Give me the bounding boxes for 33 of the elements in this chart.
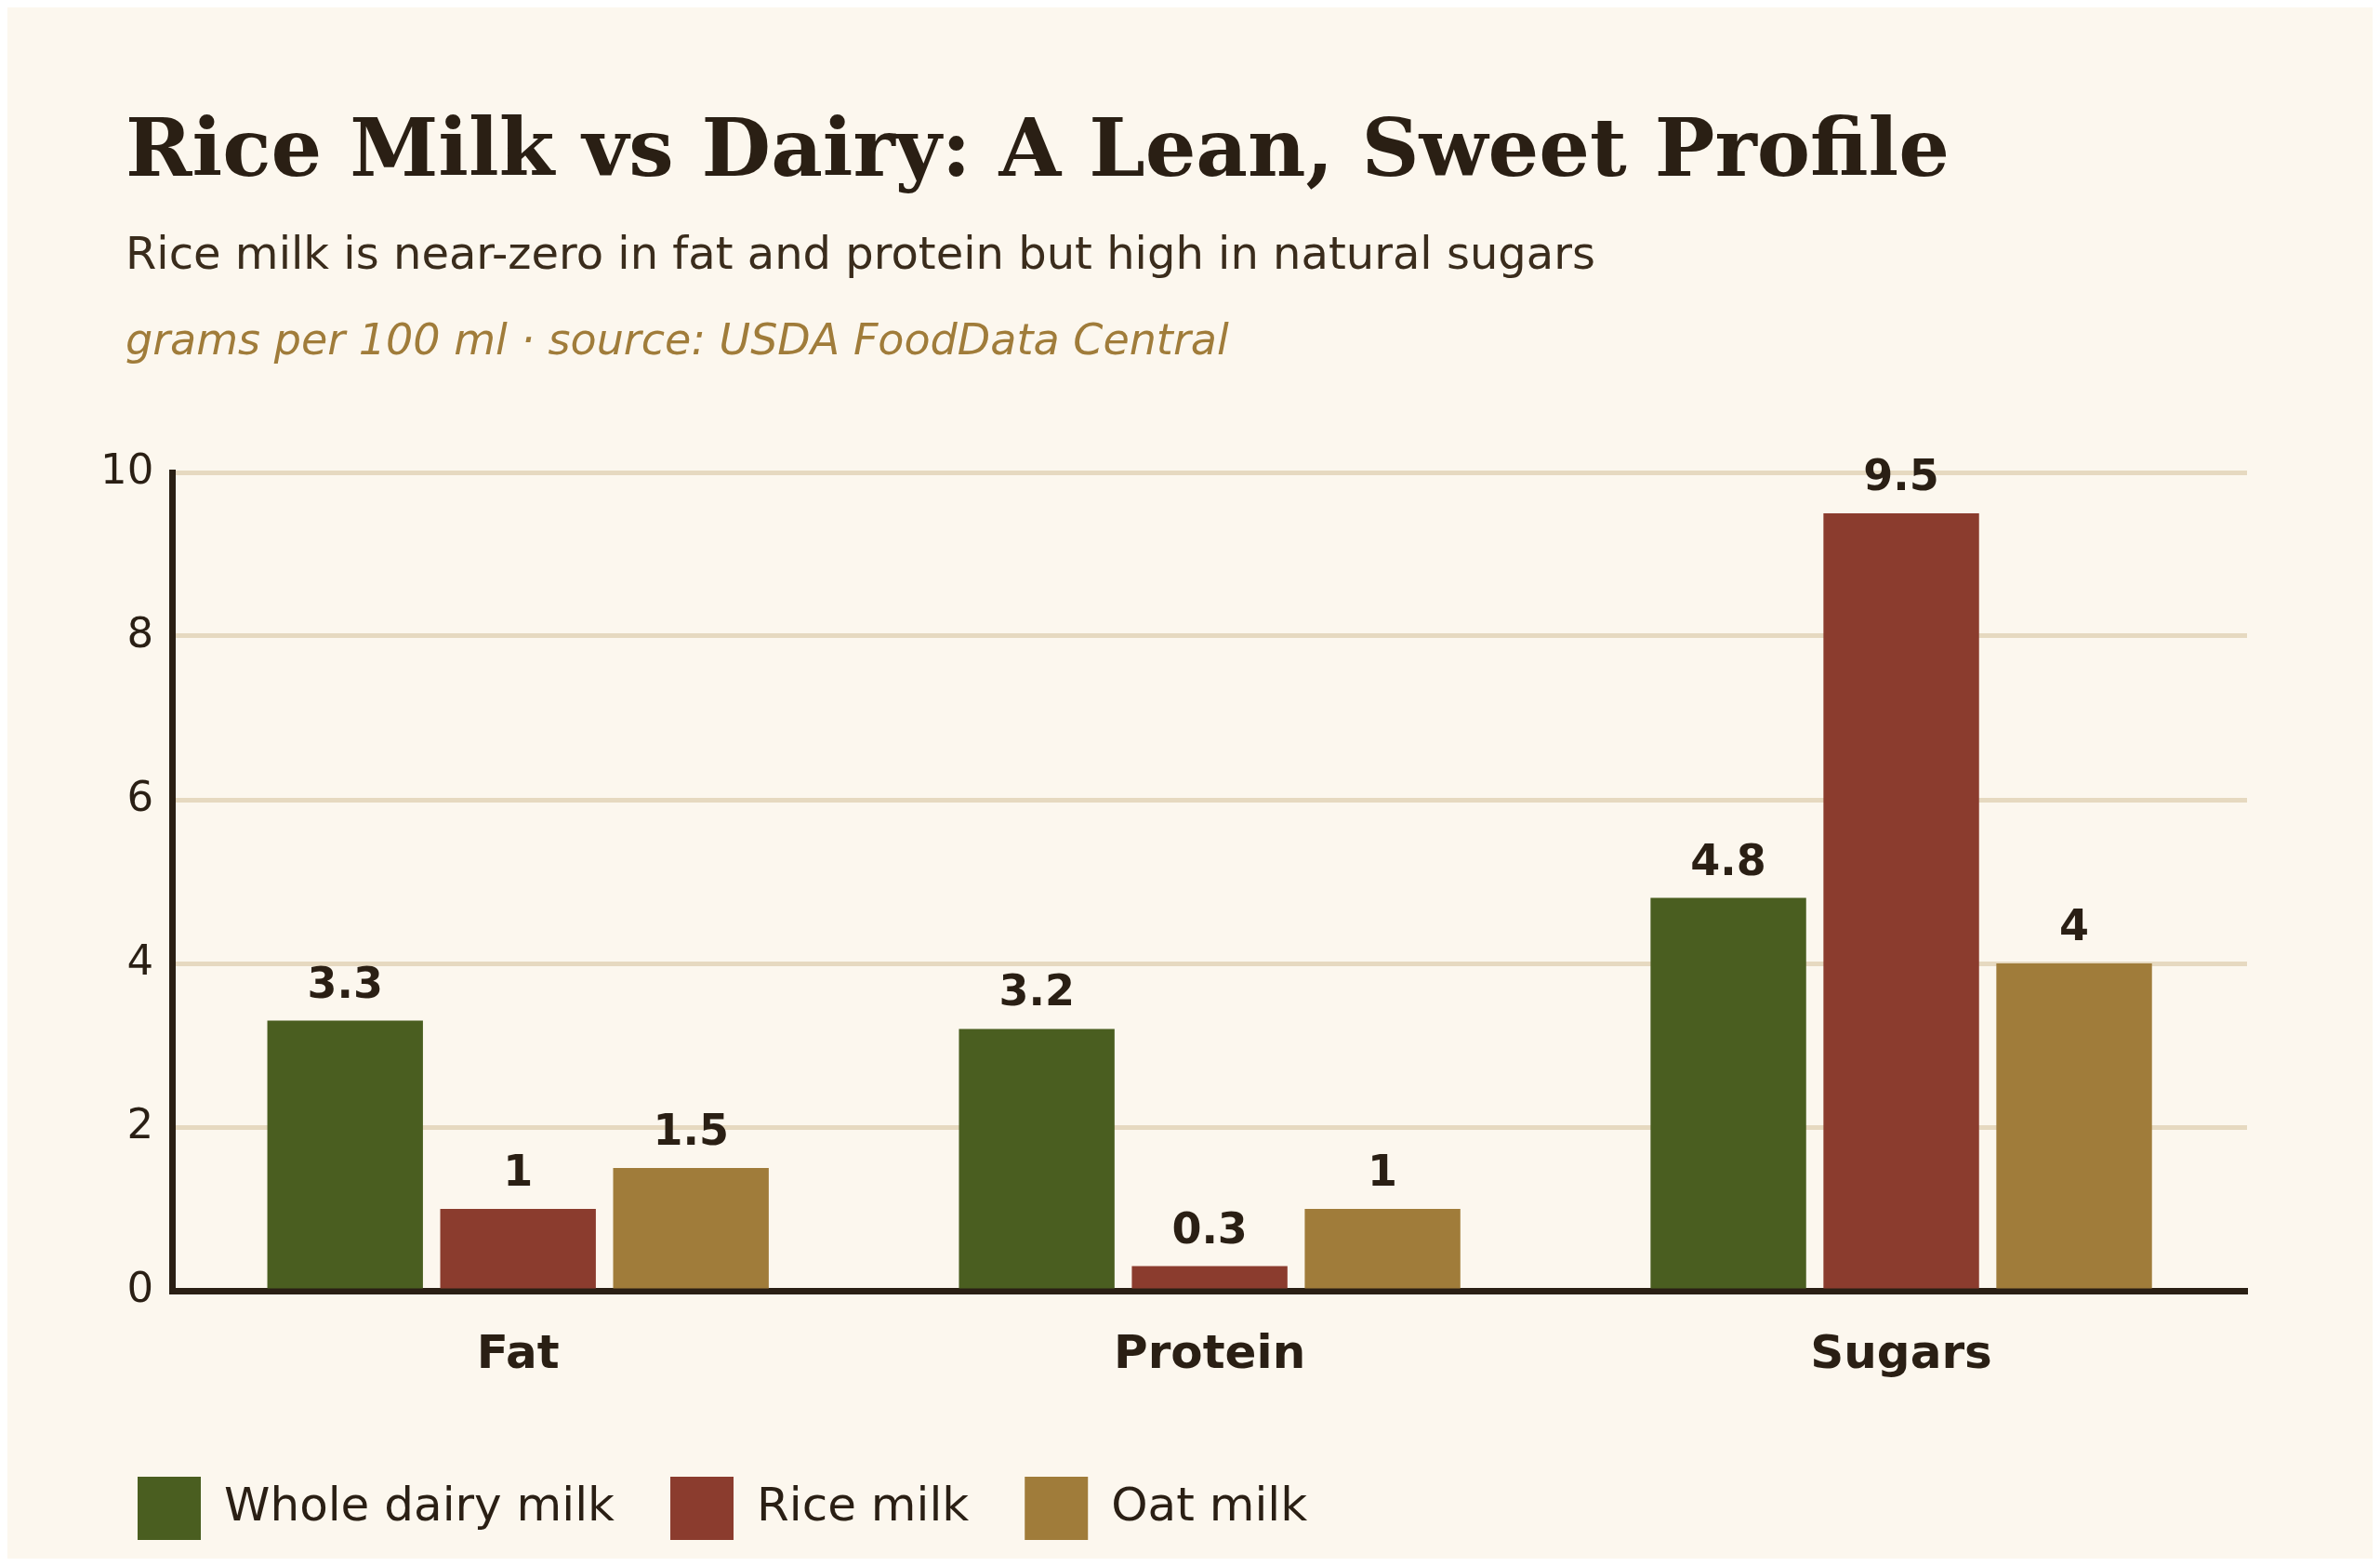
bar (267, 1020, 423, 1289)
data-label: 4 (2059, 899, 2090, 950)
x-tick-label: Fat (476, 1324, 560, 1379)
text: grams per 100 ml · source: USDA FoodData Central (126, 314, 1229, 365)
legend-label: Whole dairy milk (224, 1477, 615, 1532)
data-label: 9.5 (1863, 449, 1939, 500)
bar (1823, 513, 1979, 1289)
data-label: 3.2 (998, 965, 1075, 1016)
chart-title: Rice Milk vs Dairy: A Lean, Sweet Profile (126, 100, 1950, 194)
data-label: 1.5 (653, 1104, 729, 1155)
y-tick-label: 10 (100, 444, 154, 494)
chart-subtitle: Rice milk is near-zero in fat and protein but high in natural sugars (126, 227, 1595, 279)
y-tick-label: 6 (126, 771, 154, 821)
bar (1131, 1266, 1288, 1289)
data-label: 3.3 (307, 957, 383, 1008)
bar (1996, 963, 2152, 1289)
bar (440, 1209, 596, 1289)
y-tick-label: 8 (126, 607, 154, 657)
data-label: 1 (1368, 1145, 1398, 1196)
legend-label: Rice milk (757, 1477, 970, 1532)
x-tick-label: Protein (1114, 1324, 1306, 1379)
x-tick-label: Sugars (1810, 1324, 1992, 1379)
bar (1304, 1209, 1461, 1289)
data-label: 1 (503, 1145, 534, 1196)
bar (613, 1168, 769, 1289)
bar (1650, 897, 1806, 1289)
y-tick-label: 4 (126, 935, 154, 985)
bar (959, 1029, 1115, 1289)
y-tick-label: 2 (126, 1098, 154, 1148)
y-tick-label: 0 (126, 1262, 154, 1312)
legend-label: Oat milk (1111, 1477, 1308, 1532)
data-label: 0.3 (1171, 1202, 1248, 1254)
data-label: 4.8 (1690, 834, 1766, 885)
